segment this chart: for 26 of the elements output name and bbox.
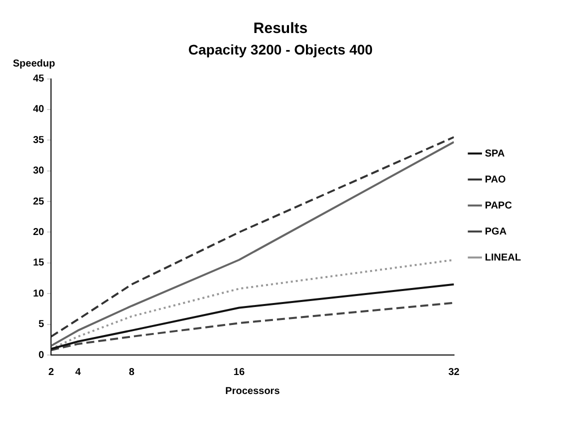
y-tick-label: 0: [38, 350, 45, 361]
y-tick-label: 15: [33, 258, 45, 269]
y-tick-label: 5: [38, 319, 45, 330]
x-tick-label: 8: [128, 366, 135, 378]
x-tick-label: 16: [234, 366, 246, 378]
legend-label: LINEAL: [484, 252, 521, 264]
legend-label: PGA: [484, 226, 507, 238]
y-tick-label: 30: [33, 166, 45, 177]
y-axis-title: Speedup: [12, 58, 56, 70]
line-series: [51, 302, 454, 352]
x-tick-label: 4: [75, 366, 82, 378]
legend-label: SPA: [484, 148, 505, 160]
y-tick-label: 10: [33, 288, 45, 300]
y-tick-label: 20: [33, 226, 45, 238]
y-tick-label: 25: [33, 196, 45, 208]
y-tick-label: 40: [33, 104, 45, 116]
y-tick-label: 35: [33, 134, 45, 146]
x-tick-label: 32: [448, 366, 460, 378]
legend-label: PAPC: [484, 200, 512, 212]
x-axis-title: Processors: [225, 386, 280, 397]
legend-label: PAO: [484, 174, 506, 186]
x-tick-label: 2: [48, 366, 54, 378]
chart-title: Results: [253, 20, 308, 38]
line-series: [51, 258, 454, 350]
chart-subtitle: Capacity 3200 - Objects 400: [188, 41, 373, 58]
y-tick-label: 45: [33, 74, 45, 85]
